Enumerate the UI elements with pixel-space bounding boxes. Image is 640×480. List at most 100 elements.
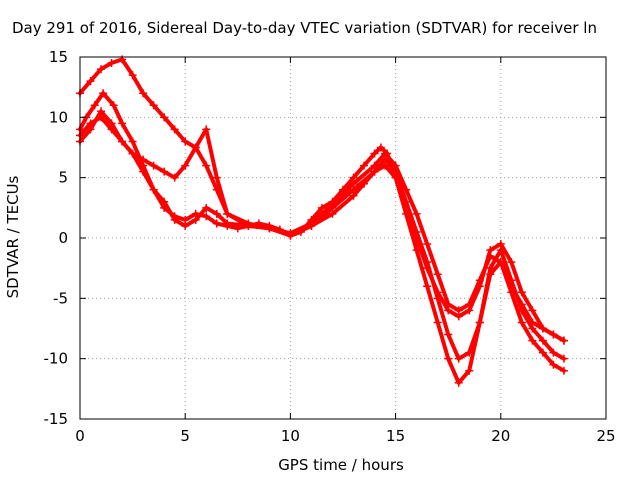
y-tick-label: 5 (58, 169, 68, 187)
data-point (128, 149, 137, 158)
data-point (444, 330, 453, 339)
data-point (97, 107, 106, 116)
data-point (444, 354, 453, 363)
data-point (370, 161, 379, 170)
data-point (349, 191, 358, 200)
data-point (317, 203, 326, 212)
data-point (507, 282, 516, 291)
data-point (223, 209, 232, 218)
data-point (549, 360, 558, 369)
data-point (475, 276, 484, 285)
data-point (202, 203, 211, 212)
data-point (360, 161, 369, 170)
data-point (559, 354, 568, 363)
data-point (538, 324, 547, 333)
series-track-3 (76, 55, 568, 345)
axes: 0 5 10 15 20 25 -15 -10 -5 0 5 10 15 (44, 48, 616, 445)
x-tick-label: 0 (75, 427, 85, 445)
data-point (202, 161, 211, 170)
data-point (528, 306, 537, 315)
series-track-4 (76, 107, 568, 345)
data-point (423, 264, 432, 273)
data-point (370, 149, 379, 158)
data-point (496, 258, 505, 267)
x-tick-label: 25 (596, 427, 615, 445)
data-point (97, 65, 106, 74)
data-point (360, 179, 369, 188)
data-point (486, 252, 495, 261)
data-point (454, 354, 463, 363)
data-point (128, 137, 137, 146)
data-point (212, 219, 221, 228)
data-point (559, 366, 568, 375)
data-point (376, 143, 385, 152)
y-tick-label: -15 (44, 410, 69, 428)
data-point (181, 137, 190, 146)
data-point (496, 240, 505, 249)
series-track-2 (76, 113, 568, 363)
data-point (538, 348, 547, 357)
data-point (86, 125, 95, 134)
data-point (349, 179, 358, 188)
data-point (475, 318, 484, 327)
x-tick-label: 20 (491, 427, 510, 445)
data-point (412, 209, 421, 218)
data-point (139, 155, 148, 164)
data-point (170, 173, 179, 182)
series-layer (76, 55, 568, 387)
y-tick-label: 15 (49, 48, 68, 66)
data-point (328, 209, 337, 218)
data-point (465, 366, 474, 375)
data-point (391, 161, 400, 170)
data-point (128, 71, 137, 80)
data-point (139, 89, 148, 98)
data-point (465, 300, 474, 309)
chart-title: Day 291 of 2016, Sidereal Day-to-day VTE… (12, 19, 597, 37)
data-point (160, 113, 169, 122)
data-point (528, 336, 537, 345)
data-point (107, 119, 116, 128)
data-point (433, 318, 442, 327)
data-point (202, 125, 211, 134)
data-point (517, 300, 526, 309)
data-point (149, 161, 158, 170)
data-point (265, 224, 274, 233)
data-point (181, 221, 190, 230)
y-tick-label: -5 (53, 289, 68, 307)
data-point (212, 209, 221, 218)
data-point (486, 264, 495, 273)
data-point (286, 229, 295, 238)
data-point (212, 173, 221, 182)
data-point (538, 336, 547, 345)
data-point (517, 288, 526, 297)
series-line (78, 109, 566, 343)
data-point (99, 89, 108, 98)
data-point (307, 219, 316, 228)
y-axis-label: SDTVAR / TECUs (4, 175, 22, 298)
data-point (433, 288, 442, 297)
x-tick-label: 10 (281, 427, 300, 445)
data-point (118, 137, 127, 146)
data-point (170, 125, 179, 134)
data-point (109, 101, 118, 110)
data-point (412, 234, 421, 242)
data-point (465, 348, 474, 357)
x-tick-label: 5 (180, 427, 190, 445)
data-point (402, 185, 411, 194)
data-point (149, 101, 158, 110)
data-point (181, 161, 190, 170)
data-point (454, 378, 463, 387)
data-point (402, 197, 411, 206)
y-tick-label: -10 (44, 350, 69, 368)
data-point (559, 336, 568, 345)
data-point (423, 240, 432, 249)
y-tick-label: 0 (58, 229, 68, 247)
data-point (160, 167, 169, 176)
data-point (191, 143, 200, 152)
data-point (223, 219, 232, 228)
data-point (517, 318, 526, 327)
data-point (528, 318, 537, 327)
data-point (328, 200, 337, 209)
